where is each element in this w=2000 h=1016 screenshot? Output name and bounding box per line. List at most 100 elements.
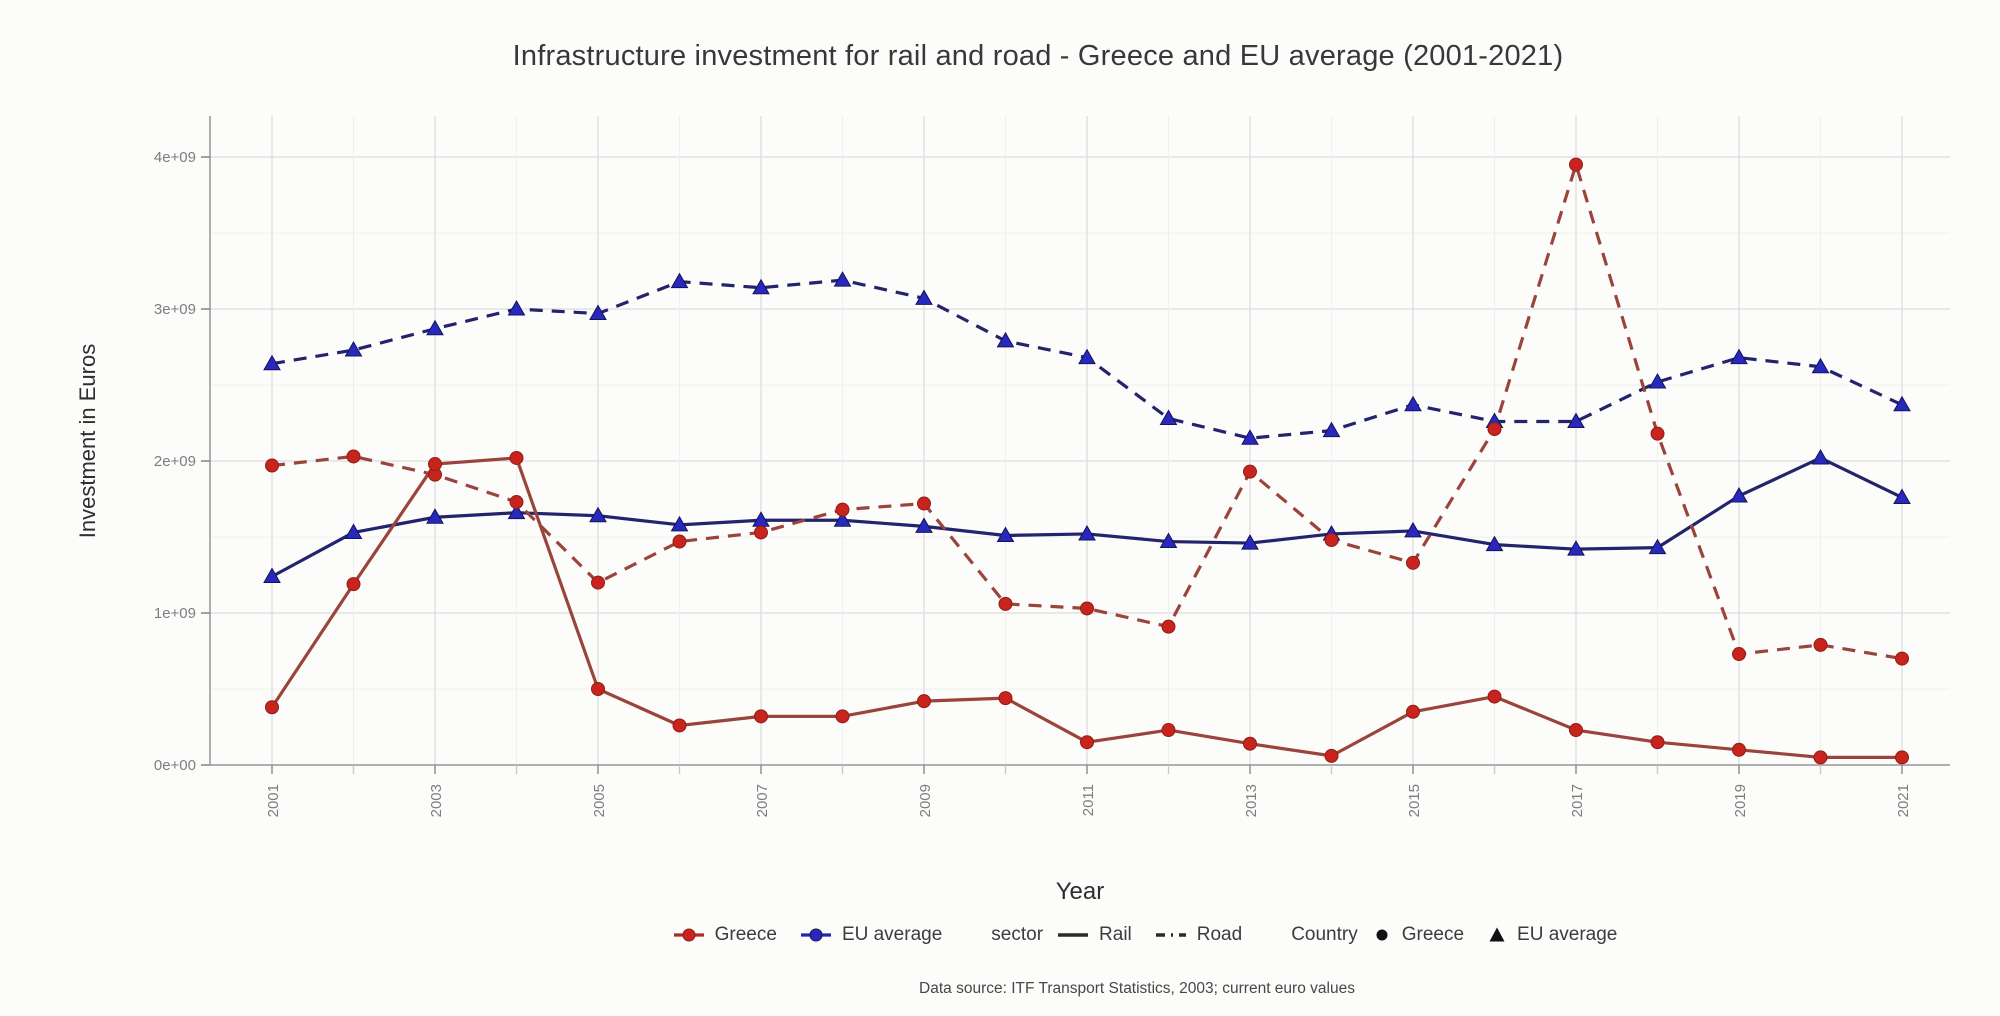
marker-circle-greece-rail [1813, 750, 1828, 765]
marker-triangle-eu-average-road [1159, 409, 1178, 425]
marker-triangle-eu-average-rail [1567, 540, 1585, 556]
marker-circle-greece-rail [346, 577, 361, 592]
marker-triangle-eu-average-road [1567, 412, 1585, 428]
marker-circle-greece-road [672, 534, 687, 549]
marker-circle-greece-rail [917, 694, 931, 709]
legend-item-road: Road [1154, 924, 1242, 946]
marker-triangle-eu-average-road [670, 272, 689, 289]
marker-circle-greece-rail [1487, 689, 1502, 704]
rail-solid-line-key-icon [1056, 924, 1090, 946]
marker-circle-greece-road [591, 575, 605, 590]
marker-circle-greece-rail [509, 450, 524, 465]
marker-circle-greece-road [1243, 464, 1257, 479]
legend-label: Road [1196, 924, 1243, 945]
marker-triangle-eu-average-road [1322, 421, 1341, 438]
marker-circle-greece-road [346, 449, 361, 464]
marker-triangle-eu-average-rail [1159, 532, 1178, 549]
marker-circle-greece-rail [1569, 723, 1583, 738]
legend-label: Rail [1099, 924, 1132, 945]
marker-circle-greece-rail [1324, 748, 1339, 763]
marker-circle-greece-road [998, 596, 1013, 611]
x-axis-title: Year [1055, 878, 1105, 905]
legend-label: EU average [1517, 924, 1618, 945]
marker-triangle-eu-average-rail [1241, 534, 1259, 550]
marker-triangle-eu-average-road [915, 289, 933, 305]
marker-circle-greece-road [1487, 422, 1502, 437]
marker-circle-greece-road [917, 496, 931, 511]
marker-circle-greece-rail [591, 682, 605, 696]
marker-triangle-eu-average-road [1078, 348, 1096, 365]
road-dashed-line-key-icon [1154, 924, 1188, 946]
marker-circle-greece-road [1650, 426, 1665, 441]
greece-color-key-icon [672, 924, 706, 946]
marker-circle-greece-road [1732, 647, 1746, 662]
legend-country-title: Country [1291, 924, 1358, 945]
marker-circle-greece-road [835, 502, 850, 517]
marker-circle-greece-road [754, 525, 768, 540]
marker-circle-greece-rail [1895, 750, 1909, 765]
data-source-caption: Data source: ITF Transport Statistics, 2… [919, 980, 1355, 997]
marker-triangle-eu-average-road [1404, 395, 1422, 412]
marker-triangle-eu-average-rail [833, 511, 852, 527]
legend-label: Greece [714, 924, 777, 945]
marker-triangle-eu-average-rail [1893, 488, 1911, 504]
x-tick-label: 2013 [1243, 784, 1260, 817]
marker-triangle-eu-average-road [996, 331, 1015, 348]
x-tick-label: 2007 [754, 784, 771, 817]
circle-shape-key-icon [1371, 924, 1393, 946]
x-tick-label: 2001 [265, 784, 282, 817]
marker-circle-greece-road [1324, 533, 1339, 548]
marker-circle-greece-rail [1080, 735, 1094, 750]
marker-triangle-eu-average-road [426, 319, 444, 336]
eu-average-color-key-icon [799, 924, 833, 946]
marker-circle-greece-rail [754, 709, 768, 724]
marker-triangle-eu-average-rail [507, 503, 526, 520]
x-tick-label: 2019 [1732, 784, 1749, 817]
marker-triangle-eu-average-road [1241, 429, 1259, 445]
legend-sector-title: sector [991, 924, 1044, 945]
marker-circle-greece-rail [835, 709, 850, 724]
marker-triangle-eu-average-road [1730, 348, 1748, 365]
x-tick-label: 2017 [1569, 784, 1586, 817]
chart-title: Infrastructure investment for rail and r… [512, 40, 1564, 72]
marker-circle-greece-road [265, 458, 279, 473]
marker-triangle-eu-average-rail [1730, 486, 1748, 503]
legend-item-country-eu-average: EU average [1486, 924, 1617, 946]
x-tick-label: 2003 [428, 784, 445, 817]
x-tick-label: 2009 [917, 784, 934, 817]
marker-circle-greece-rail [998, 691, 1013, 706]
legend-item-country-greece: Greece [1371, 924, 1464, 946]
marker-circle-greece-road [1569, 157, 1583, 172]
legend-label: Greece [1401, 924, 1465, 945]
legend-label: EU average [841, 924, 943, 945]
marker-circle-greece-rail [428, 457, 442, 472]
marker-triangle-eu-average-road [1893, 395, 1911, 412]
marker-triangle-eu-average-rail [344, 523, 363, 539]
marker-triangle-eu-average-road [833, 271, 852, 287]
marker-triangle-eu-average-rail [996, 526, 1015, 542]
y-tick-label: 3e+09 [154, 301, 196, 318]
marker-circle-greece-rail [1732, 742, 1746, 757]
marker-triangle-eu-average-rail [915, 517, 933, 533]
legend-item-rail: Rail [1056, 924, 1132, 946]
legend-item-greece: Greece [672, 924, 777, 946]
marker-circle-greece-road [509, 495, 524, 510]
marker-circle-greece-rail [1243, 736, 1257, 751]
marker-triangle-eu-average-rail [426, 508, 444, 524]
marker-triangle-eu-average-rail [1811, 448, 1830, 465]
x-tick-label: 2015 [1406, 784, 1423, 817]
y-tick-label: 1e+09 [154, 605, 196, 622]
marker-triangle-eu-average-rail [1078, 524, 1096, 541]
marker-circle-greece-rail [1406, 704, 1420, 719]
marker-circle-greece-road [1161, 619, 1176, 634]
legend: Greece EU average sector Rail [0, 924, 2000, 946]
x-tick-label: 2021 [1895, 784, 1912, 817]
y-tick-label: 4e+09 [154, 149, 196, 166]
marker-triangle-eu-average-rail [670, 515, 689, 532]
legend-item-eu-average: EU average [799, 924, 942, 946]
marker-triangle-eu-average-road [752, 278, 770, 295]
marker-circle-greece-rail [1650, 735, 1665, 750]
marker-circle-greece-road [1813, 637, 1828, 652]
